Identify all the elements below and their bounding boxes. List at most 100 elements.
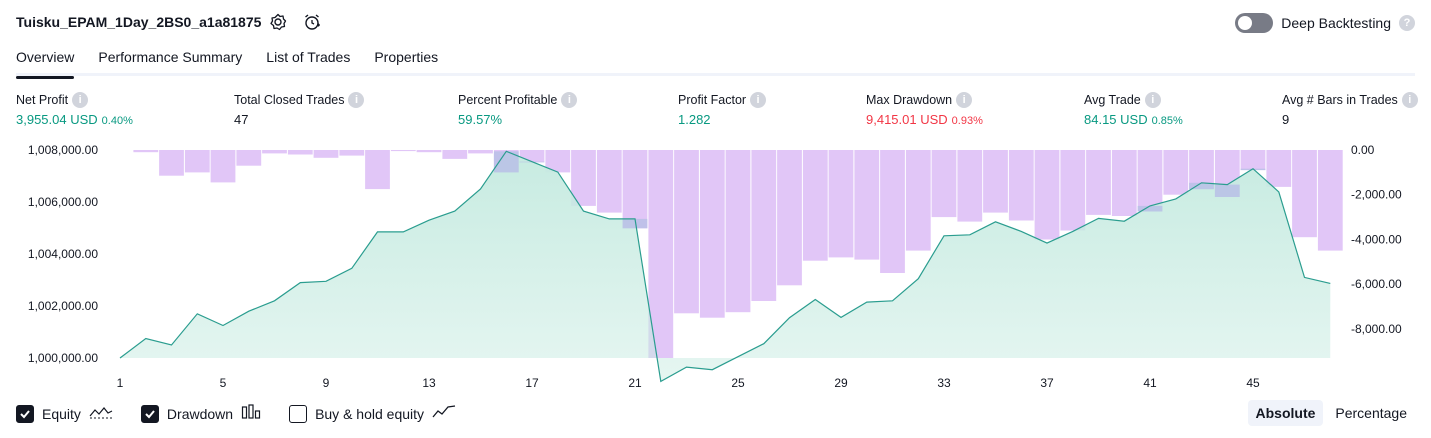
stat-max-drawdown: Max Drawdown i 9,415.01 USD 0.93% xyxy=(866,92,983,127)
drawdown-bar xyxy=(1163,150,1189,195)
x-axis-tick: 21 xyxy=(628,376,642,390)
left-axis-tick: 1,000,000.00 xyxy=(28,351,98,365)
settings-icon[interactable] xyxy=(268,12,288,32)
info-icon[interactable]: i xyxy=(956,92,973,108)
left-axis-labels: 1,008,000.00 1,006,000.00 1,004,000.00 1,00… xyxy=(28,143,98,365)
stat-net-profit: Net Profit i 3,955.04 USD 0.40% xyxy=(16,92,133,127)
alarm-clock-icon[interactable] xyxy=(302,12,322,32)
stat-value: 3,955.04 USD xyxy=(16,112,98,127)
drawdown-bar xyxy=(442,150,468,159)
legend-equity[interactable]: Equity xyxy=(16,404,113,423)
drawdown-bar xyxy=(236,150,262,166)
deep-backtesting-toggle[interactable] xyxy=(1235,13,1274,33)
info-icon[interactable]: i xyxy=(1401,92,1418,108)
info-icon[interactable]: i xyxy=(348,92,365,108)
drawdown-bar xyxy=(1086,150,1111,215)
tab-performance-summary[interactable]: Performance Summary xyxy=(98,49,243,65)
info-icon[interactable]: i xyxy=(561,92,578,108)
drawdown-bar xyxy=(880,150,905,273)
x-axis-tick: 9 xyxy=(323,376,330,390)
drawdown-bar xyxy=(262,150,287,154)
drawdown-bar xyxy=(1111,150,1137,216)
stat-value: 47 xyxy=(234,112,249,127)
report-header: Tuisku_EPAM_1Day_2BS0_a1a81875 Deep Back… xyxy=(16,8,1415,40)
stat-value: 59.57% xyxy=(458,112,503,127)
drawdown-bar xyxy=(596,150,622,213)
right-axis-tick: 0.00 xyxy=(1351,143,1375,157)
left-axis-tick: 1,002,000.00 xyxy=(28,299,98,313)
tab-overview[interactable]: Overview xyxy=(16,44,75,79)
stat-label: Total Closed Trades xyxy=(234,93,345,107)
stat-percent-profitable: Percent Profitable i 59.57% xyxy=(458,92,578,127)
legend-buy-hold[interactable]: Buy & hold equity xyxy=(289,404,456,423)
stat-label: Avg Trade xyxy=(1084,93,1141,107)
right-axis-tick: -6,000.00 xyxy=(1351,277,1402,291)
drawdown-bar xyxy=(468,150,493,154)
buy-hold-checkbox[interactable] xyxy=(289,404,308,423)
drawdown-bar xyxy=(957,150,983,222)
absolute-button[interactable]: Absolute xyxy=(1247,400,1324,426)
drawdown-bar xyxy=(777,150,802,286)
drawdown-bar xyxy=(159,150,184,176)
equity-line xyxy=(119,150,1331,383)
tab-properties[interactable]: Properties xyxy=(374,49,439,65)
drawdown-bar xyxy=(622,150,648,229)
drawdown-bar xyxy=(1060,150,1086,231)
x-axis-tick: 45 xyxy=(1246,376,1260,390)
stat-percent: 0.40% xyxy=(101,115,133,127)
drawdown-bar xyxy=(339,150,365,156)
stat-avg-trade: Avg Trade i 84.15 USD 0.85% xyxy=(1084,92,1183,127)
info-icon[interactable]: i xyxy=(750,92,767,108)
drawdown-bar xyxy=(365,150,390,190)
drawdown-bar xyxy=(1292,150,1317,238)
tab-list-of-trades[interactable]: List of Trades xyxy=(266,49,351,65)
help-icon[interactable]: ? xyxy=(1399,15,1415,31)
legend-drawdown[interactable]: Drawdown xyxy=(140,404,261,423)
equity-area xyxy=(119,150,1331,383)
drawdown-bar xyxy=(571,150,596,206)
legend-label: Buy & hold equity xyxy=(315,405,425,422)
x-axis-tick: 37 xyxy=(1040,376,1054,390)
stat-label: Avg # Bars in Trades xyxy=(1282,93,1398,107)
percentage-button[interactable]: Percentage xyxy=(1335,405,1407,421)
drawdown-bar xyxy=(648,150,674,358)
left-axis-tick: 1,008,000.00 xyxy=(28,143,98,157)
equity-fill xyxy=(120,151,1331,382)
equity-checkbox[interactable] xyxy=(16,404,34,423)
stat-label: Max Drawdown xyxy=(866,93,953,107)
info-icon[interactable]: i xyxy=(72,92,89,108)
x-axis-tick: 5 xyxy=(220,376,227,390)
deep-backtesting-control: Deep Backtesting ? xyxy=(1235,13,1415,33)
drawdown-bar xyxy=(416,150,442,153)
drawdown-bar xyxy=(390,150,416,152)
stat-percent: 0.93% xyxy=(951,115,983,127)
drawdown-overlap-bar xyxy=(1189,182,1214,190)
drawdown-checkbox[interactable] xyxy=(140,404,159,423)
drawdown-overlap-bar xyxy=(493,151,519,173)
drawdown-bar xyxy=(751,150,777,301)
stat-value: 9,415.01 USD xyxy=(866,112,948,127)
drawdown-bar xyxy=(1240,150,1266,171)
buy-hold-icon xyxy=(432,404,456,423)
right-axis-labels: 0.00 -2,000.00 -4,000.00 -6,000.00 -8,000.00 xyxy=(1351,143,1402,336)
x-axis-labels: 1 5 9 13 17 21 25 29 33 37 41 45 xyxy=(117,376,1260,390)
equity-drawdown-chart[interactable]: 1,008,000.00 1,006,000.00 1,004,000.00 1,00… xyxy=(0,140,1431,395)
x-axis-tick: 13 xyxy=(422,376,436,390)
x-axis-tick: 25 xyxy=(731,376,745,390)
drawdown-bar xyxy=(313,150,339,158)
stat-percent: 0.85% xyxy=(1151,115,1183,127)
drawdown-overlap-bar xyxy=(622,218,648,229)
deep-backtesting-label: Deep Backtesting xyxy=(1281,15,1391,31)
stat-label: Profit Factor xyxy=(678,93,747,107)
info-icon[interactable]: i xyxy=(1144,92,1161,108)
drawdown-bar xyxy=(854,150,880,260)
drawdown-bar xyxy=(1008,150,1034,221)
drawdown-bar xyxy=(287,150,313,155)
drawdown-bar xyxy=(1317,150,1343,251)
left-axis-tick: 1,004,000.00 xyxy=(28,247,98,261)
legend-label: Equity xyxy=(42,405,81,422)
drawdown-bar xyxy=(184,150,210,173)
drawdown-overlap-bar xyxy=(1137,205,1163,212)
drawdown-bar xyxy=(1034,150,1060,240)
drawdown-bar xyxy=(802,150,828,261)
